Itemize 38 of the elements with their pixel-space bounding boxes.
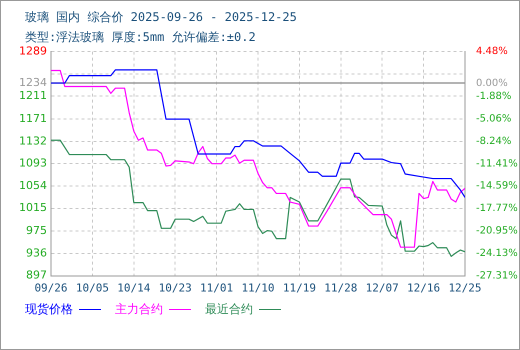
- y2-tick-label: -24.13%: [476, 248, 518, 259]
- y-tick-label: 1211: [19, 89, 47, 102]
- x-tick-label: 11/28: [324, 281, 358, 294]
- y2-tick-label: -27.31%: [476, 270, 518, 282]
- x-tick-label: 09/26: [34, 281, 68, 294]
- y2-tick-label: -8.24%: [476, 136, 512, 147]
- y-tick-label: 1015: [19, 201, 47, 214]
- x-tick-label: 12/07: [366, 281, 399, 294]
- y2-tick-label: -11.41%: [476, 158, 518, 170]
- y-tick-label: 975: [26, 224, 47, 238]
- x-tick-label: 10/05: [76, 281, 109, 294]
- x-tick-label: 12/16: [407, 281, 440, 294]
- legend-label: 最近合约: [205, 302, 253, 316]
- y-tick-label: 1132: [19, 134, 47, 148]
- y2-tick-label: -20.95%: [476, 226, 518, 237]
- y-tick-label: 1054: [19, 178, 47, 192]
- chart-title: 玻璃 国内 综合价 2025-09-26 - 2025-12-25: [25, 9, 297, 26]
- y2-tick-label: -5.06%: [476, 113, 512, 124]
- y-tick-label: 1093: [19, 156, 47, 170]
- legend-label: 现货价格: [25, 302, 73, 316]
- x-tick-label: 12/25: [448, 281, 482, 294]
- x-tick-label: 11/01: [200, 281, 234, 294]
- y2-tick-label: -17.77%: [476, 203, 518, 214]
- y-tick-label: 1289: [19, 44, 47, 58]
- y2-tick-label: -14.59%: [476, 180, 518, 192]
- chart-subtitle: 类型:浮法玻璃 厚度:5mm 允许偏差:±0.2: [25, 29, 256, 46]
- y-tick-label: 1171: [19, 112, 47, 125]
- y-tick-label: 897: [26, 268, 47, 282]
- x-tick-label: 11/10: [241, 281, 275, 294]
- x-tick-label: 10/23: [158, 281, 192, 294]
- y2-tick-label: 4.48%: [476, 46, 508, 58]
- y-tick-label: 1234: [19, 76, 47, 89]
- y-tick-label: 936: [26, 246, 47, 260]
- y2-tick-label: -1.88%: [476, 91, 512, 102]
- x-tick-label: 10/14: [117, 281, 151, 294]
- y2-tick-label: 0.00%: [476, 78, 508, 89]
- x-tick-label: 11/19: [282, 281, 316, 294]
- legend-label: 主力合约: [115, 302, 163, 316]
